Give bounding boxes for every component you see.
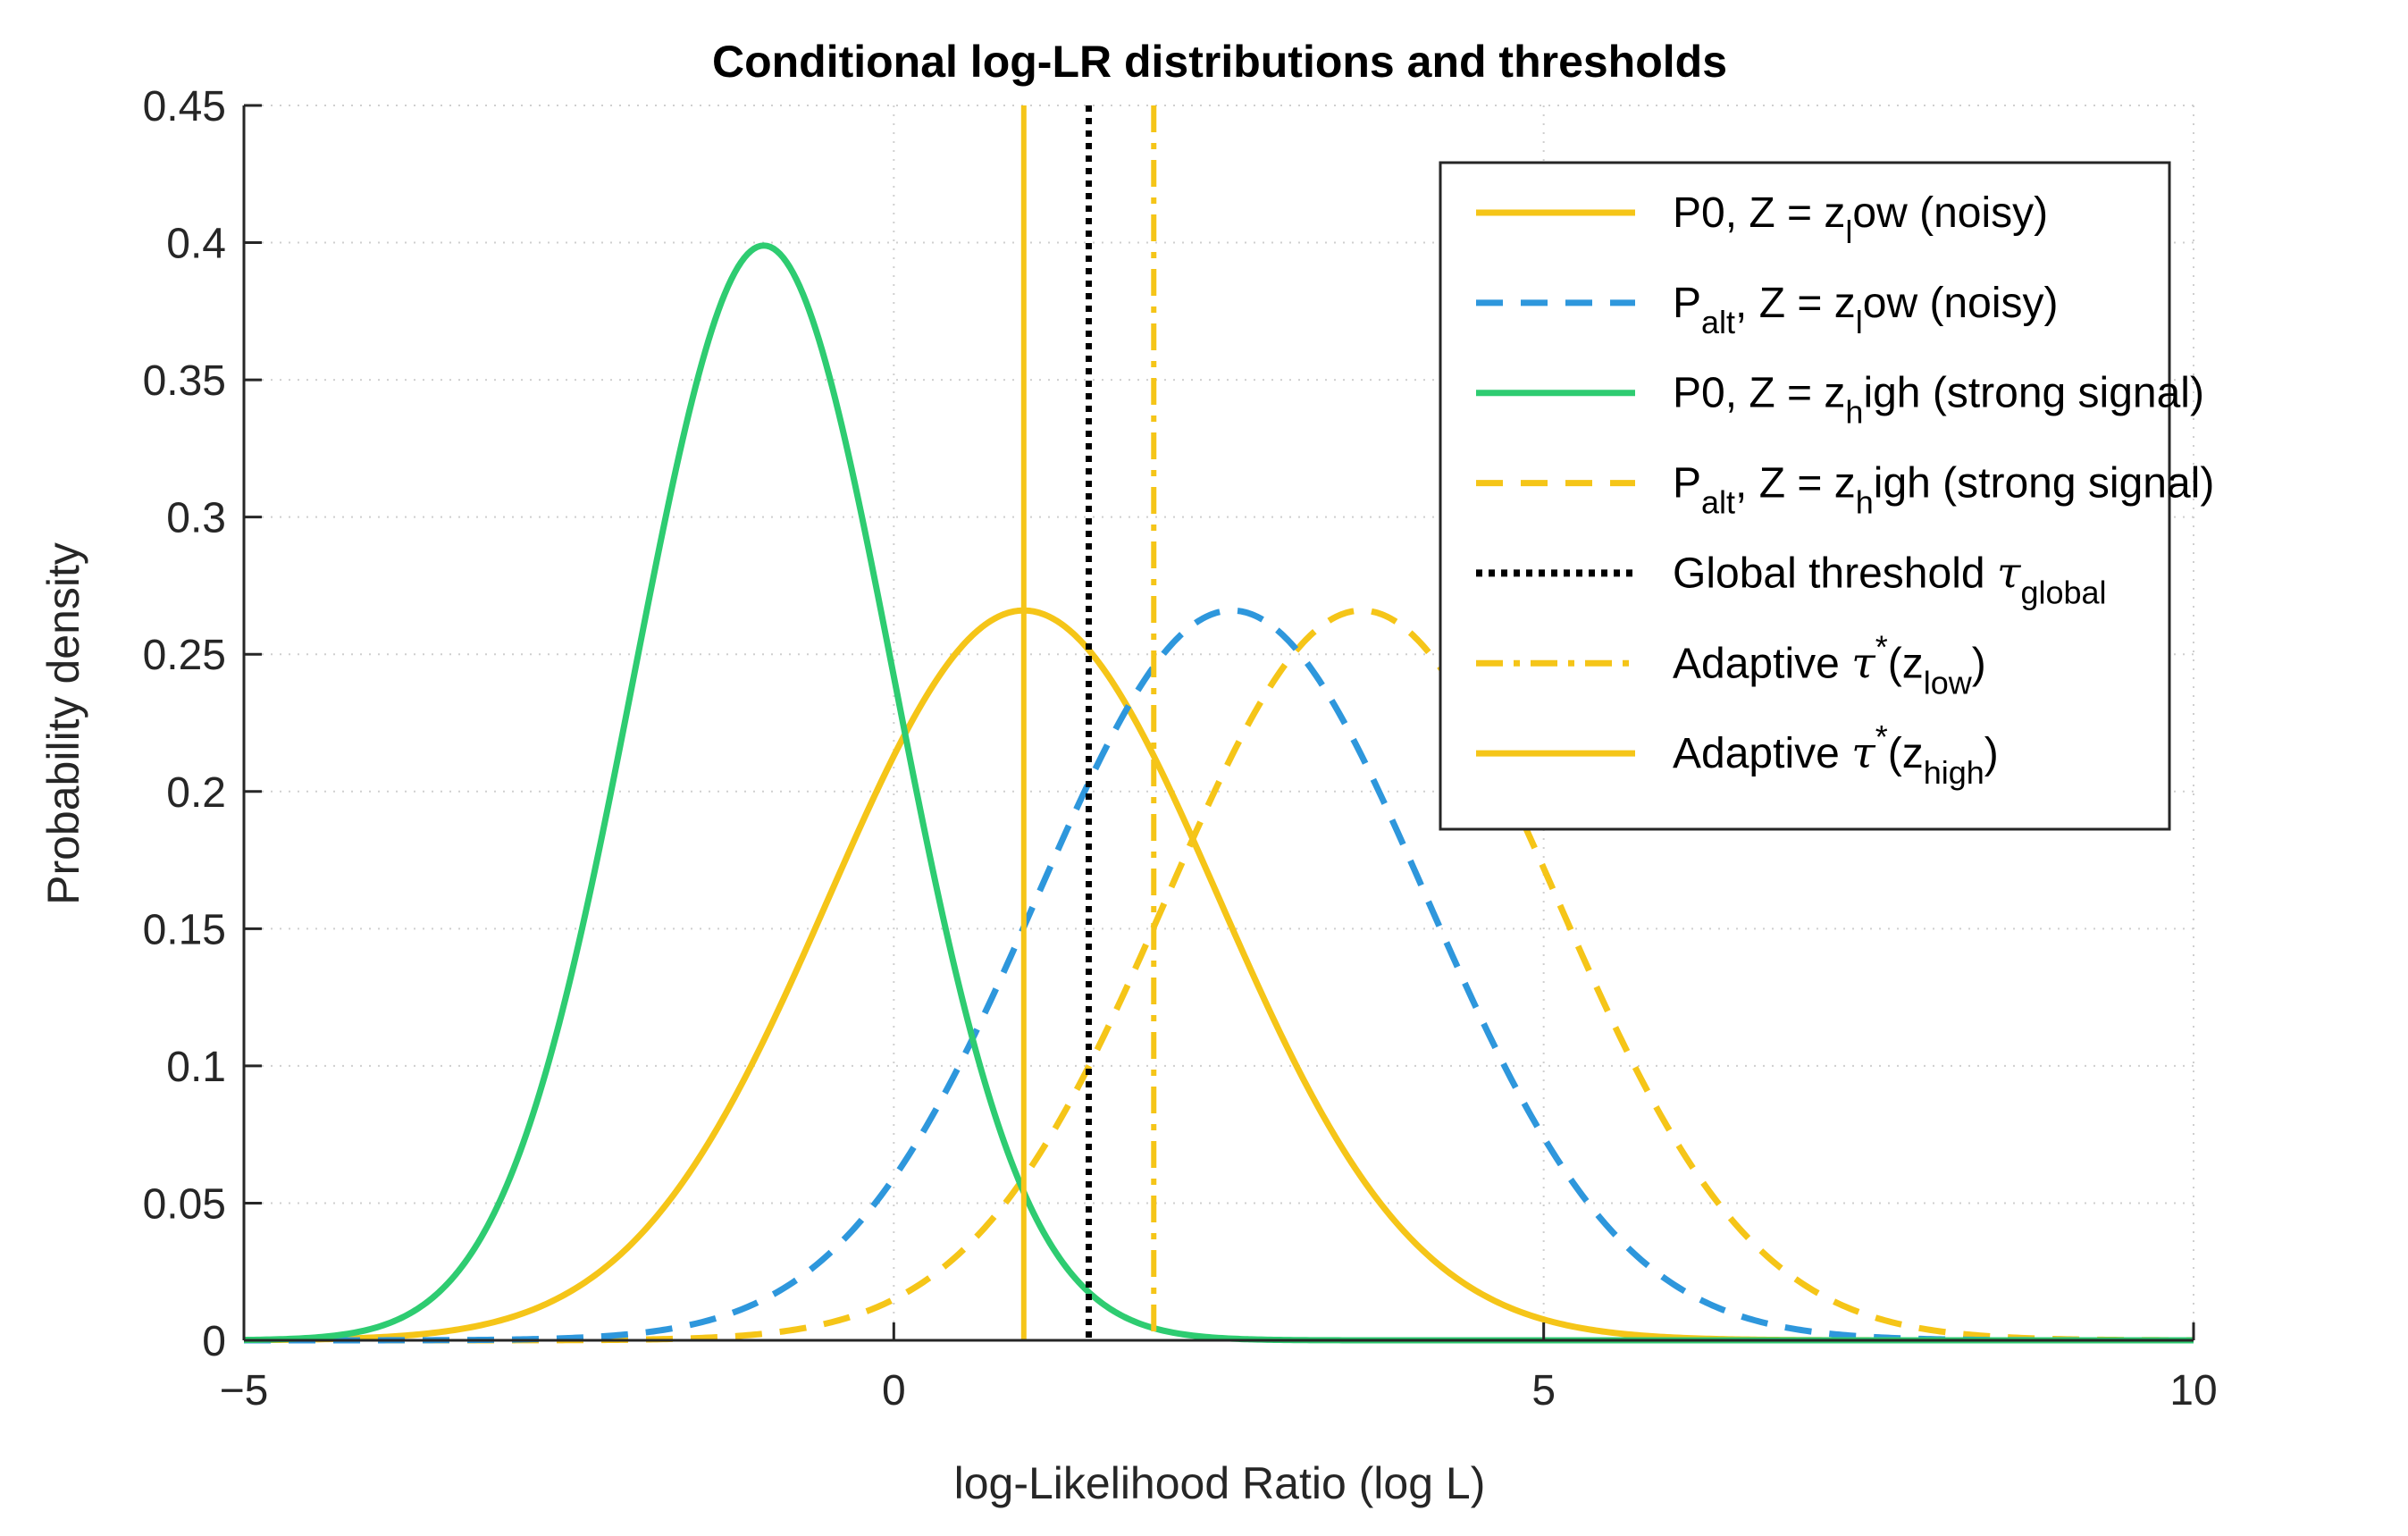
legend-label: Adaptive τ*​(zlow​) bbox=[1673, 628, 1986, 701]
y-tick-label: 0 bbox=[202, 1318, 226, 1365]
x-tick-label: 0 bbox=[882, 1367, 906, 1414]
x-tick-label: 5 bbox=[1531, 1367, 1556, 1414]
y-tick-label: 0.15 bbox=[143, 906, 226, 953]
y-tick-label: 0.1 bbox=[166, 1044, 226, 1091]
legend-label: P0, Z = zh​igh (strong signal) bbox=[1673, 370, 2204, 431]
y-tick-label: 0.35 bbox=[143, 357, 226, 405]
y-tick-label: 0.25 bbox=[143, 632, 226, 679]
legend-label: Global threshold τglobal​ bbox=[1673, 548, 2107, 610]
legend-label: Palt​, Z = zh​igh (strong signal) bbox=[1673, 460, 2214, 521]
x-tick-label: −5 bbox=[220, 1367, 269, 1414]
y-tick-label: 0.05 bbox=[143, 1180, 226, 1228]
x-tick-label: 10 bbox=[2169, 1367, 2217, 1414]
chart-title: Conditional log-LR distributions and thr… bbox=[712, 37, 1727, 87]
x-axis-label: log-Likelihood Ratio (log L) bbox=[954, 1458, 1486, 1508]
legend-box bbox=[1439, 161, 2171, 831]
y-tick-label: 0.45 bbox=[143, 83, 226, 130]
legend-label: P0, Z = zl​ow (noisy) bbox=[1673, 189, 2048, 250]
y-axis-label: Probability density bbox=[38, 542, 88, 905]
series-line bbox=[244, 607, 2194, 1344]
y-tick-label: 0.3 bbox=[166, 495, 226, 542]
y-tick-label: 0.2 bbox=[166, 769, 226, 817]
legend: P0, Z = zl​ow (noisy) Palt​, Z = zl​ow (n… bbox=[1439, 161, 2214, 831]
legend-label: Palt​, Z = zl​ow (noisy) bbox=[1673, 280, 2058, 340]
y-tick-label: 0.4 bbox=[166, 221, 226, 268]
grid bbox=[244, 105, 2194, 1340]
legend-label: Adaptive τ*​(zhigh​) bbox=[1673, 718, 1999, 791]
